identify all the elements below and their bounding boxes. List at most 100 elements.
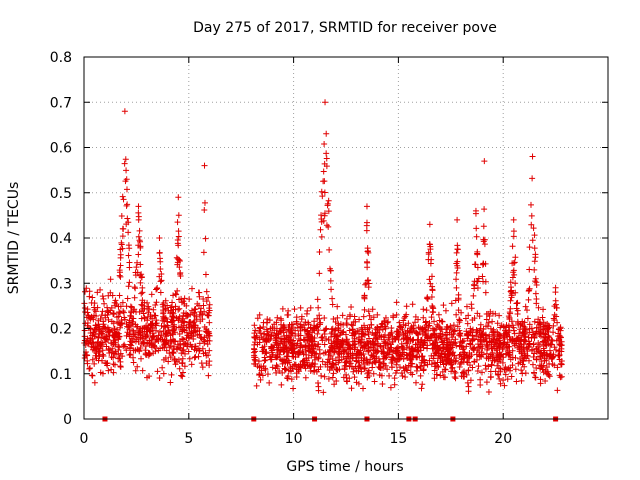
data-point (485, 363, 492, 370)
data-point (317, 363, 324, 370)
data-point (130, 327, 137, 334)
data-point (311, 318, 318, 325)
data-point (485, 353, 492, 360)
data-point (413, 354, 420, 361)
data-point (523, 307, 530, 314)
data-point (456, 332, 463, 339)
data-point (355, 336, 362, 343)
data-point (521, 330, 528, 337)
data-point (524, 348, 531, 355)
data-point (121, 160, 128, 167)
data-point (477, 376, 484, 383)
data-point (325, 375, 332, 382)
data-point (514, 310, 521, 317)
data-point (120, 343, 127, 350)
data-point (272, 365, 279, 372)
data-point (346, 358, 353, 365)
data-point (474, 264, 481, 271)
data-point (394, 348, 401, 355)
data-point (487, 325, 494, 332)
data-point (323, 130, 330, 137)
data-point (126, 245, 133, 252)
data-point (510, 259, 517, 266)
data-point (370, 346, 377, 353)
data-point (126, 279, 133, 286)
data-point (375, 364, 382, 371)
data-point (412, 341, 419, 348)
data-point (139, 332, 146, 339)
data-point (477, 321, 484, 328)
data-point (281, 340, 288, 347)
data-point (422, 318, 429, 325)
data-point (396, 352, 403, 359)
data-point (297, 337, 304, 344)
data-point (484, 342, 491, 349)
data-point (364, 259, 371, 266)
data-point (329, 374, 336, 381)
data-point (407, 363, 414, 370)
data-point (297, 343, 304, 350)
data-point (420, 326, 427, 333)
data-point (301, 336, 308, 343)
data-point (284, 360, 291, 367)
data-point (91, 379, 98, 386)
data-point (99, 308, 106, 315)
data-point (127, 351, 134, 358)
data-point (337, 331, 344, 338)
data-point (532, 374, 539, 381)
data-point (126, 322, 133, 329)
data-point (523, 345, 530, 352)
data-point (397, 324, 404, 331)
data-point (92, 308, 99, 315)
data-point (148, 342, 155, 349)
data-point (467, 341, 474, 348)
data-point (533, 296, 540, 303)
data-point (431, 367, 438, 374)
data-point (550, 351, 557, 358)
data-point (86, 288, 93, 295)
data-point (135, 213, 142, 220)
data-point (463, 358, 470, 365)
data-point (524, 315, 531, 322)
data-point (105, 309, 112, 316)
data-point (492, 339, 499, 346)
data-point (499, 359, 506, 366)
data-point (110, 369, 117, 376)
data-point (147, 313, 154, 320)
data-point (328, 286, 335, 293)
data-point (481, 236, 488, 243)
data-point (542, 331, 549, 338)
data-point (328, 329, 335, 336)
data-point (100, 295, 107, 302)
data-point (528, 221, 535, 228)
data-point (334, 342, 341, 349)
data-point (429, 308, 436, 315)
data-point (318, 218, 325, 225)
x-tick-label: 15 (389, 431, 407, 447)
data-point (533, 345, 540, 352)
data-point (268, 349, 275, 356)
data-point (159, 364, 166, 371)
data-point (432, 350, 439, 357)
data-point (106, 332, 113, 339)
data-point (359, 326, 366, 333)
data-point (137, 325, 144, 332)
data-point (135, 203, 142, 210)
data-point (201, 199, 208, 206)
data-point (346, 327, 353, 334)
data-point (205, 352, 212, 359)
data-point (425, 256, 432, 263)
data-point (179, 373, 186, 380)
data-point (267, 335, 274, 342)
data-point (251, 334, 258, 341)
data-point (453, 249, 460, 256)
data-point (538, 363, 545, 370)
data-point (369, 306, 376, 313)
data-point (551, 362, 558, 369)
data-point (508, 373, 515, 380)
data-point (480, 278, 487, 285)
data-point (476, 343, 483, 350)
data-point (180, 341, 187, 348)
data-point (194, 300, 201, 307)
data-point (138, 355, 145, 362)
